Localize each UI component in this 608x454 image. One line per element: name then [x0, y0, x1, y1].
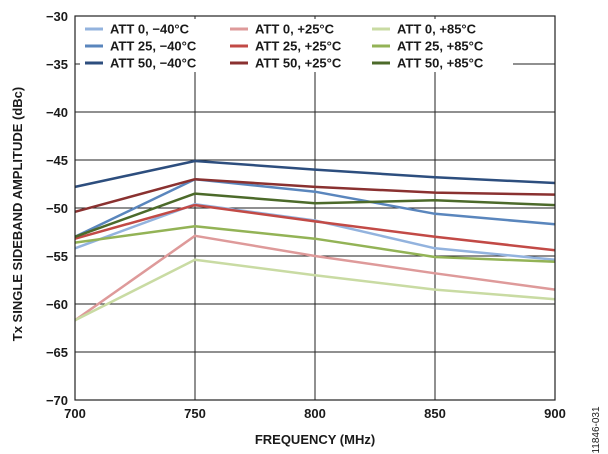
series-line-6: [74, 177, 556, 214]
y-tick-label: −60: [46, 297, 68, 312]
x-tick-label: 800: [304, 406, 326, 421]
series-line-7: [74, 258, 556, 322]
y-tick-label: −65: [46, 345, 68, 360]
x-axis-ticks: 700 750 800 850 900: [64, 406, 566, 421]
x-tick-label: 700: [64, 406, 86, 421]
plot-area-frame: [74, 15, 556, 401]
legend-label: ATT 25, +25°C: [255, 39, 342, 54]
legend-label: ATT 25, +85°C: [397, 39, 484, 54]
y-tick-label: −35: [46, 57, 68, 72]
series-line-5: [74, 203, 556, 252]
legend-label: ATT 50, −40°C: [110, 56, 197, 71]
x-tick-label: 750: [184, 406, 206, 421]
y-axis-label: Tx SINGLE SIDEBAND AMPLITUDE (dBc): [10, 87, 25, 341]
y-tick-label: −50: [46, 201, 68, 216]
legend-label: ATT 0, −40°C: [110, 22, 190, 37]
series-layer: [74, 159, 556, 322]
y-tick-label: −70: [46, 393, 68, 408]
legend-label: ATT 50, +25°C: [255, 56, 342, 71]
series-line-2: [74, 177, 556, 238]
series-line-3: [74, 159, 556, 189]
grid: [74, 15, 556, 401]
series-line-4: [74, 234, 556, 322]
plot-border: [74, 15, 556, 401]
y-axis-ticks: −70 −65 −60 −55 −50 −45 −40 −35 −30: [46, 9, 68, 408]
y-tick-label: −45: [46, 153, 68, 168]
y-tick-label: −30: [46, 9, 68, 24]
y-tick-label: −55: [46, 249, 68, 264]
legend-label: ATT 25, −40°C: [110, 39, 197, 54]
legend-background: [80, 19, 513, 72]
y-tick-label: −40: [46, 105, 68, 120]
legend-label: ATT 50, +85°C: [397, 56, 484, 71]
series-line-9: [74, 192, 556, 238]
legend-label: ATT 0, +85°C: [397, 22, 477, 37]
legend-label: ATT 0, +25°C: [255, 22, 335, 37]
legend: ATT 0, −40°C ATT 25, −40°C ATT 50, −40°C AT…: [80, 19, 513, 72]
x-axis-label: FREQUENCY (MHz): [255, 432, 375, 447]
series-line-8: [74, 224, 556, 264]
figure-id: 11846-031: [591, 406, 602, 454]
x-tick-label: 900: [544, 406, 566, 421]
x-tick-label: 850: [424, 406, 446, 421]
